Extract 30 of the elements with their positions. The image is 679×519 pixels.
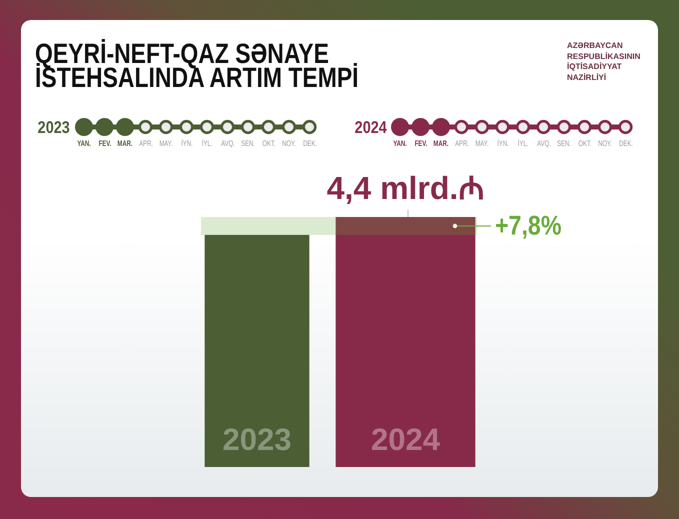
text: MAR. [117, 139, 133, 148]
text: NOY. [598, 139, 612, 148]
text: SEN. [241, 139, 255, 148]
text: MAY. [159, 139, 173, 148]
text: APR. [138, 139, 152, 148]
category-label: 2023 [38, 118, 70, 137]
text: İYN. [180, 139, 192, 148]
text: SEN. [557, 139, 571, 148]
data-label: 4,4 mlrd.₼ [326, 170, 484, 206]
text: İYL. [202, 139, 212, 148]
category-label: 2024 [354, 118, 387, 137]
text: DEK. [302, 139, 316, 148]
text: AZƏRBAYCAN RESPUBLİKASININ İQTİSADİYYAT NAZİRLİYİ [567, 41, 642, 83]
text: FEV. [98, 139, 111, 148]
text: AVQ. [536, 139, 550, 148]
band-label: +7,8% [495, 210, 562, 241]
text: MAY. [475, 139, 489, 148]
text: YAN. [393, 139, 407, 148]
text: FEV. [414, 139, 427, 148]
text: DEK. [618, 139, 632, 148]
text: AVQ. [220, 139, 234, 148]
text: İYN. [496, 139, 508, 148]
text: APR. [454, 139, 468, 148]
text: İYL. [518, 139, 528, 148]
text: MAR. [433, 139, 449, 148]
text: OKT. [578, 139, 592, 148]
text: YAN. [77, 139, 91, 148]
text: NOY. [282, 139, 296, 148]
chart-title: QEYRİ-NEFT-QAZ SƏNAYE İSTEHSALINDA ARTIM TEMPİ [35, 38, 360, 93]
text: OKT. [262, 139, 276, 148]
